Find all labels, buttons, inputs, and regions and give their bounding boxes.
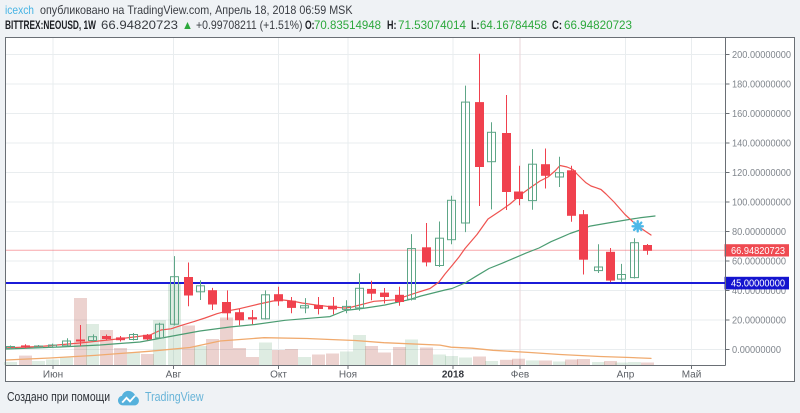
svg-text:40.00000000: 40.00000000 — [732, 286, 786, 297]
svg-text:180.00000000: 180.00000000 — [732, 80, 791, 91]
svg-text:80.00000000: 80.00000000 — [732, 227, 786, 238]
svg-text:140.00000000: 140.00000000 — [732, 139, 791, 150]
svg-text:45.00000000: 45.00000000 — [731, 278, 785, 289]
svg-text:20.00000000: 20.00000000 — [732, 316, 786, 327]
svg-text:Апр: Апр — [617, 370, 635, 381]
svg-text:Ноя: Ноя — [339, 370, 357, 381]
svg-text:0.00000000: 0.00000000 — [732, 345, 781, 356]
svg-text:2018: 2018 — [442, 370, 465, 381]
svg-text:Июн: Июн — [43, 370, 63, 381]
svg-text:Фев: Фев — [511, 370, 529, 381]
svg-text:Окт: Окт — [270, 370, 287, 381]
svg-text:Авг: Авг — [166, 370, 182, 381]
svg-text:120.00000000: 120.00000000 — [732, 168, 791, 179]
svg-text:200.00000000: 200.00000000 — [732, 50, 791, 61]
svg-text:160.00000000: 160.00000000 — [732, 109, 791, 120]
svg-text:100.00000000: 100.00000000 — [732, 198, 791, 209]
svg-text:Май: Май — [682, 370, 702, 381]
svg-text:60.00000000: 60.00000000 — [732, 257, 786, 268]
svg-text:66.94820723: 66.94820723 — [731, 246, 785, 257]
